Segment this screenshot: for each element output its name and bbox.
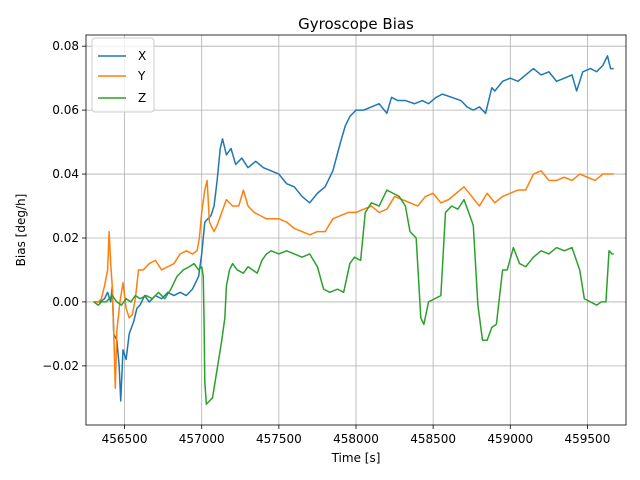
x-axis-label: Time [s] [331, 451, 381, 465]
series-line-y [93, 170, 614, 389]
y-tick-label: 0.02 [52, 231, 79, 245]
y-tick-label: −0.02 [42, 359, 79, 373]
x-tick-label: 458500 [410, 432, 456, 446]
y-tick-label: 0.04 [52, 167, 79, 181]
legend: X Y Z [91, 37, 155, 113]
y-tick-label: 0.06 [52, 103, 79, 117]
chart-title: Gyroscope Bias [298, 15, 414, 33]
y-axis-label: Bias [deg/h] [14, 194, 28, 267]
grid [86, 35, 626, 425]
x-tick-label: 457000 [179, 432, 225, 446]
y-tick-label: 0.08 [52, 39, 79, 53]
legend-label-z: Z [138, 91, 146, 105]
legend-label-x: X [138, 49, 146, 63]
x-tick-label: 458000 [333, 432, 379, 446]
plot-lines [93, 55, 614, 405]
y-axis-ticks: −0.02 0.00 0.02 0.04 0.06 0.08 [42, 39, 86, 373]
series-line-z [93, 189, 614, 405]
x-tick-label: 459500 [565, 432, 611, 446]
x-tick-label: 456500 [102, 432, 148, 446]
series-line-x [93, 55, 614, 402]
x-tick-label: 457500 [256, 432, 302, 446]
y-tick-label: 0.00 [52, 295, 79, 309]
legend-label-y: Y [137, 69, 146, 83]
x-tick-label: 459000 [487, 432, 533, 446]
x-axis-ticks: 456500 457000 457500 458000 458500 459000 4595… [102, 425, 611, 446]
